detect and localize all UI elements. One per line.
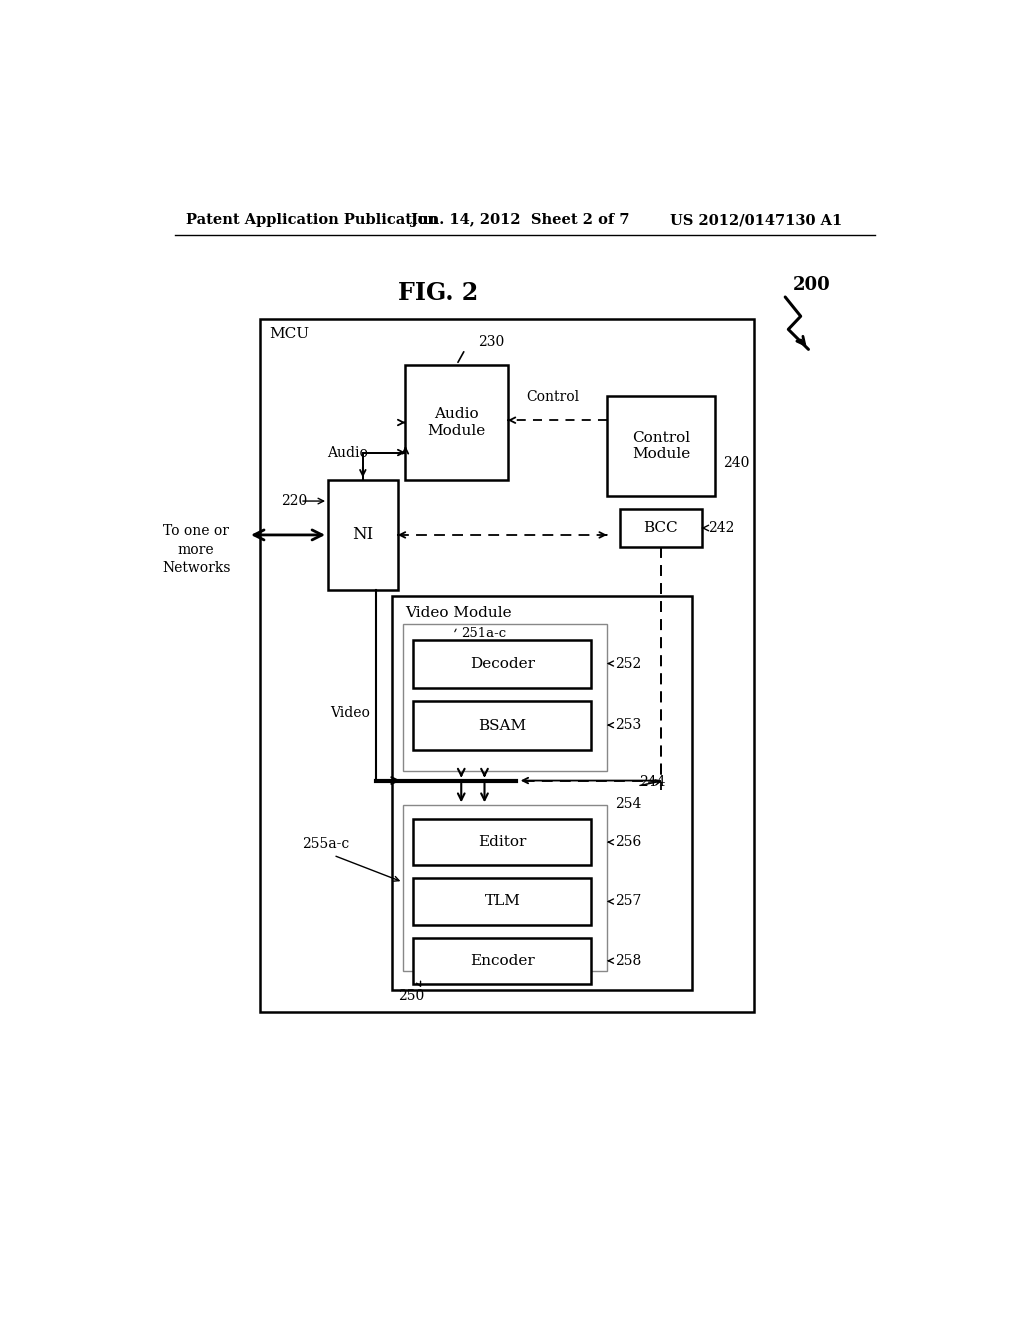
Text: TLM: TLM [484, 895, 520, 908]
Text: 258: 258 [614, 954, 641, 968]
Text: Patent Application Publication: Patent Application Publication [186, 213, 438, 227]
Bar [414, 640, 592, 688]
Text: 252: 252 [614, 656, 641, 671]
Text: Video: Video [330, 706, 370, 719]
Bar [403, 805, 607, 970]
Text: Jun. 14, 2012  Sheet 2 of 7: Jun. 14, 2012 Sheet 2 of 7 [411, 213, 630, 227]
Text: US 2012/0147130 A1: US 2012/0147130 A1 [671, 213, 843, 227]
Text: 242: 242 [708, 521, 734, 535]
Text: 251a-c: 251a-c [461, 627, 507, 640]
Text: MCU: MCU [269, 327, 309, 341]
Text: 240: 240 [723, 455, 750, 470]
Text: 257: 257 [614, 895, 641, 908]
Text: 256: 256 [614, 836, 641, 849]
Bar [403, 624, 607, 771]
Text: BSAM: BSAM [478, 718, 526, 733]
Text: BCC: BCC [643, 521, 678, 535]
Bar [607, 396, 716, 496]
Text: 250: 250 [397, 989, 424, 1003]
Text: Audio
Module: Audio Module [427, 408, 485, 438]
Bar [414, 878, 592, 924]
Bar [621, 508, 701, 548]
Text: Editor: Editor [478, 836, 526, 849]
Text: Control: Control [526, 391, 580, 404]
Text: NI: NI [352, 527, 374, 544]
Text: Decoder: Decoder [470, 657, 535, 671]
Text: Video Module: Video Module [406, 606, 512, 619]
Text: FIG. 2: FIG. 2 [398, 281, 478, 305]
Text: 230: 230 [478, 335, 505, 348]
Bar [414, 818, 592, 866]
Text: 244: 244 [640, 775, 666, 789]
Text: 253: 253 [614, 718, 641, 733]
Text: Control
Module: Control Module [632, 430, 690, 461]
Text: Encoder: Encoder [470, 954, 535, 968]
Bar [260, 318, 755, 1011]
Text: 255a-c: 255a-c [302, 837, 349, 850]
Text: 254: 254 [614, 797, 641, 810]
Bar [391, 595, 692, 990]
Text: To one or
more
Networks: To one or more Networks [162, 524, 230, 576]
Bar [406, 364, 508, 480]
Bar [414, 701, 592, 750]
Bar [328, 480, 397, 590]
Text: Audio: Audio [328, 446, 369, 459]
Text: 220: 220 [281, 494, 307, 508]
Text: 200: 200 [793, 276, 830, 294]
Bar [414, 937, 592, 983]
